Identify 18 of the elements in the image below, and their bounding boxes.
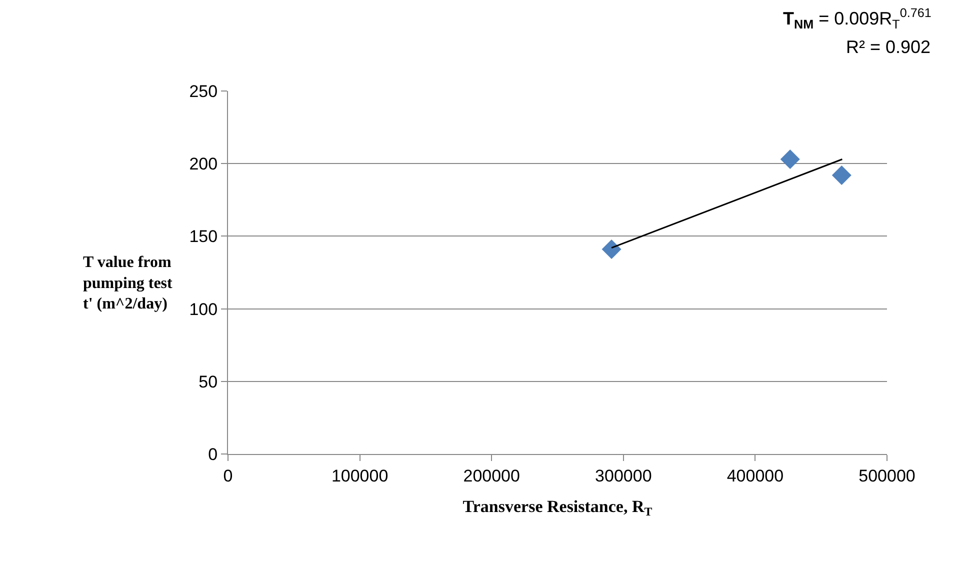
x-tick-label: 200000 <box>463 466 520 486</box>
y-tick-label: 150 <box>189 227 218 246</box>
x-tick-label: 100000 <box>331 466 388 486</box>
y-tick-label: 100 <box>189 300 218 319</box>
x-tick-label: 500000 <box>858 466 916 486</box>
y-axis-title: T value from pumping test t' (m^2/day) <box>83 254 174 313</box>
point <box>602 240 622 260</box>
y-tick-label: 50 <box>198 372 218 392</box>
text: R² = 0.902 <box>846 37 931 57</box>
y-tick-label: 0 <box>208 444 218 464</box>
y-tick-label: 200 <box>189 154 218 174</box>
x-tick-label: 400000 <box>726 466 784 486</box>
x-axis-title: Transverse Resistance, R$_{T}$ <box>462 496 652 518</box>
point <box>832 165 852 185</box>
x-tick-label: 300000 <box>595 466 652 486</box>
point <box>780 149 800 169</box>
y-tick-label: 250 <box>189 82 218 101</box>
x-tick-label: 0 <box>223 466 233 486</box>
